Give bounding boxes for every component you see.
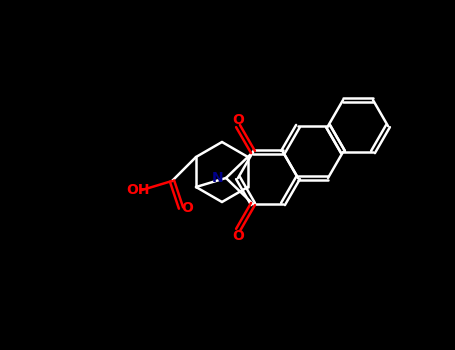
Text: O: O <box>181 201 193 215</box>
Text: O: O <box>232 229 244 243</box>
Text: N: N <box>212 171 224 185</box>
Text: OH: OH <box>126 183 150 197</box>
Text: O: O <box>232 113 244 127</box>
